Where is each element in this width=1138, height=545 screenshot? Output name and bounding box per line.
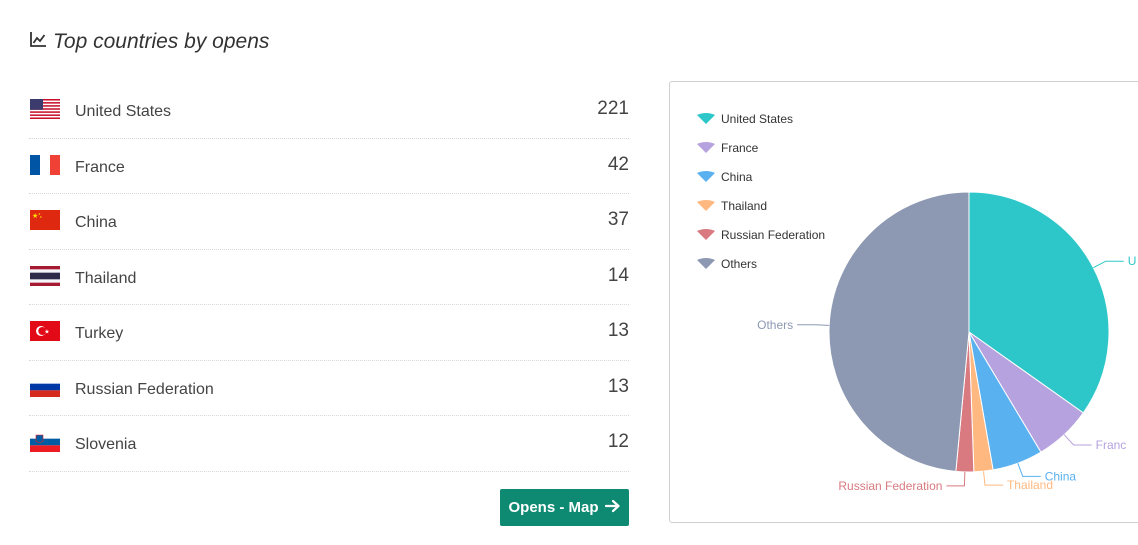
country-count: 13 xyxy=(607,320,629,341)
th-flag-icon xyxy=(30,265,60,286)
country-name: United States xyxy=(75,103,172,120)
opens-map-button[interactable]: Opens - Map xyxy=(500,489,629,526)
legend-item-thailand[interactable]: Thailand xyxy=(696,191,825,220)
section-title: Top countries by opens xyxy=(29,30,269,54)
pie-label-line-france xyxy=(1063,434,1092,446)
svg-text:★: ★ xyxy=(32,212,38,220)
country-name: Thailand xyxy=(75,269,137,287)
country-row-china: ★ ★ ★ China 37 xyxy=(29,194,629,250)
legend-label: United States xyxy=(721,111,794,126)
country-row-russia: Russian Federation 13 xyxy=(29,361,629,416)
pie-label-line-others xyxy=(797,324,830,326)
country-row-us: United States 221 xyxy=(29,83,629,139)
country-name: Russian Federation xyxy=(75,380,214,398)
country-name: Turkey xyxy=(75,325,124,342)
legend-swatch-icon xyxy=(696,228,716,241)
legend-swatch-icon xyxy=(696,199,716,212)
fr-flag-icon xyxy=(30,154,60,175)
pie-label-line-russian-federation xyxy=(946,471,966,487)
pie-label-line-united-states xyxy=(1093,260,1124,269)
svg-text:★: ★ xyxy=(40,215,43,219)
cn-flag-icon: ★ ★ ★ xyxy=(30,210,60,230)
pie-label-france: Franc xyxy=(1096,438,1127,452)
country-row-turkey: ★ Turkey 13 xyxy=(29,305,629,361)
legend-label: Russian Federation xyxy=(721,227,826,242)
legend-label: France xyxy=(721,140,759,155)
opens-map-button-label: Opens - Map xyxy=(508,499,599,516)
pie-slice-others[interactable] xyxy=(828,191,970,472)
legend-label: Thailand xyxy=(721,198,768,213)
legend-item-france[interactable]: France xyxy=(696,133,825,162)
pie-label-others: Others xyxy=(757,318,793,332)
legend-swatch-icon xyxy=(696,257,716,270)
country-list: United States 221 France 42 ★ ★ ★ China 37… xyxy=(29,83,629,472)
country-row-france: France 42 xyxy=(29,139,629,194)
svg-text:★: ★ xyxy=(44,328,49,335)
arrow-right-icon xyxy=(604,499,621,517)
country-name: Slovenia xyxy=(75,436,137,453)
country-count: 13 xyxy=(607,375,629,397)
section-title-text: Top countries by opens xyxy=(53,30,270,53)
country-name: France xyxy=(75,158,125,176)
tr-flag-icon: ★ xyxy=(30,321,60,341)
legend-item-russian-federation[interactable]: Russian Federation xyxy=(696,220,825,249)
pie-label-thailand: Thailand xyxy=(1007,478,1053,492)
pie-label-line-thailand xyxy=(983,471,1003,486)
pie-label-russian-federation: Russian Federation xyxy=(838,479,942,493)
pie-chart-panel: U Franc China Thailand Russian Federation Oth… xyxy=(669,81,1138,523)
legend-label: Others xyxy=(721,256,758,271)
legend-item-china[interactable]: China xyxy=(696,162,825,191)
line-chart-icon xyxy=(29,30,47,54)
pie-label-china: China xyxy=(1045,469,1077,483)
country-count: 221 xyxy=(597,98,629,119)
si-flag-icon xyxy=(30,432,60,452)
country-row-slovenia: Slovenia 12 xyxy=(29,416,629,472)
legend-label: China xyxy=(721,169,753,184)
ru-flag-icon xyxy=(30,376,60,397)
country-name: China xyxy=(75,214,117,231)
us-flag-icon xyxy=(30,99,60,119)
legend-swatch-icon xyxy=(696,170,716,183)
country-count: 14 xyxy=(607,264,629,286)
pie-label-line-china xyxy=(1017,463,1041,477)
svg-text:★: ★ xyxy=(38,212,41,216)
country-row-thailand: Thailand 14 xyxy=(29,250,629,305)
pie-slice-united-states[interactable] xyxy=(968,191,1110,414)
country-count: 12 xyxy=(607,431,629,452)
country-count: 37 xyxy=(607,209,629,230)
legend-item-others[interactable]: Others xyxy=(696,249,825,278)
pie-label-united-states: U xyxy=(1128,254,1137,268)
chart-legend: United States France China Thailand Russian … xyxy=(696,104,825,278)
legend-item-united-states[interactable]: United States xyxy=(696,104,825,133)
legend-swatch-icon xyxy=(696,141,716,154)
legend-swatch-icon xyxy=(696,112,716,125)
country-count: 42 xyxy=(607,153,629,175)
